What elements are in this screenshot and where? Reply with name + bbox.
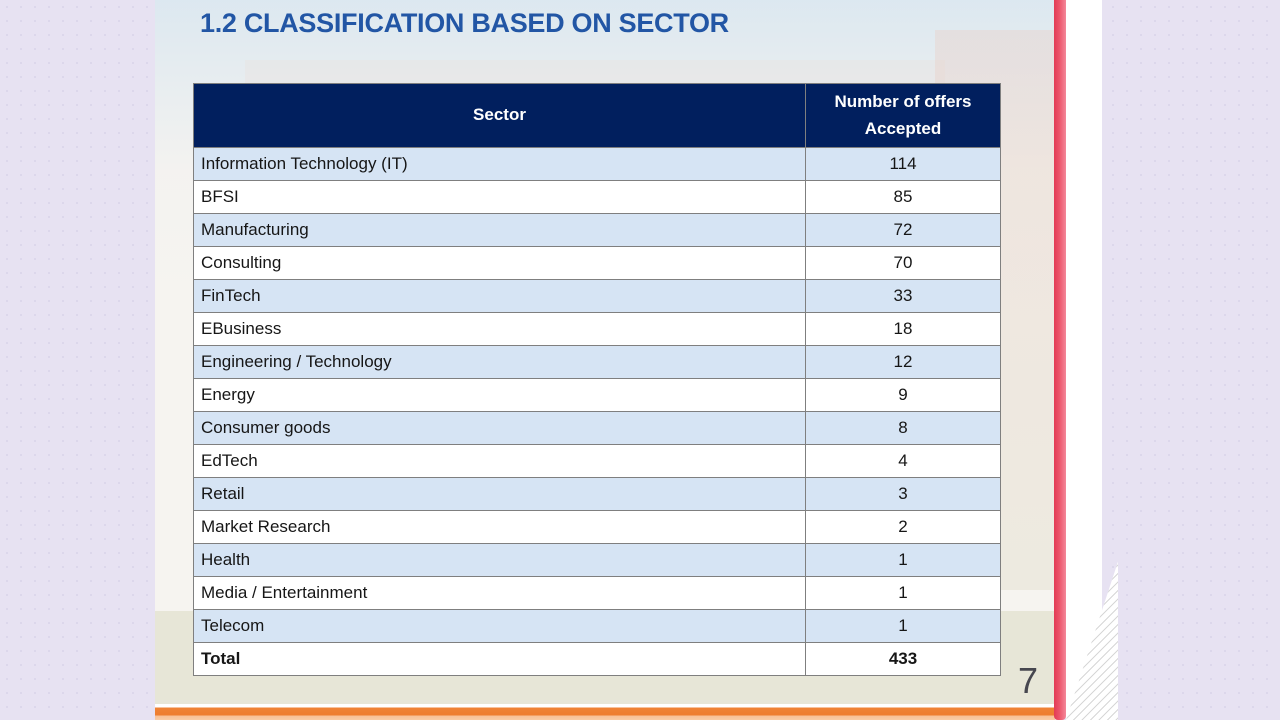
total-value: 433 (805, 642, 1001, 676)
offers-cell: 2 (805, 510, 1001, 544)
slide-page: 1.2 CLASSIFICATION BASED ON SECTOR Secto… (155, 0, 1055, 720)
total-label: Total (193, 642, 806, 676)
sector-cell: Media / Entertainment (193, 576, 806, 610)
offers-cell: 8 (805, 411, 1001, 445)
sector-cell: Retail (193, 477, 806, 511)
offers-cell: 3 (805, 477, 1001, 511)
table-row: Market Research 2 (193, 510, 1001, 544)
offers-cell: 9 (805, 378, 1001, 412)
sector-offers-table: Sector Number of offers Accepted Informa… (193, 83, 1001, 676)
right-margin-band (1066, 0, 1102, 720)
slide-right-accent-bar (1054, 0, 1066, 720)
table-row: Information Technology (IT) 114 (193, 147, 1001, 181)
offers-cell: 70 (805, 246, 1001, 280)
sector-cell: Consumer goods (193, 411, 806, 445)
sector-cell: Engineering / Technology (193, 345, 806, 379)
table-row: EdTech 4 (193, 444, 1001, 478)
table-total-row: Total 433 (193, 642, 1001, 676)
offers-cell: 33 (805, 279, 1001, 313)
offers-cell: 72 (805, 213, 1001, 247)
slide-bottom-accent-bar (155, 704, 1055, 720)
offers-cell: 85 (805, 180, 1001, 214)
sector-cell: EdTech (193, 444, 806, 478)
offers-cell: 114 (805, 147, 1001, 181)
table-row: Telecom 1 (193, 609, 1001, 643)
table-row: Retail 3 (193, 477, 1001, 511)
table-row: Health 1 (193, 543, 1001, 577)
table-row: FinTech 33 (193, 279, 1001, 313)
table-row: BFSI 85 (193, 180, 1001, 214)
page-number: 7 (1017, 660, 1039, 701)
sector-cell: BFSI (193, 180, 806, 214)
column-header-sector: Sector (193, 83, 806, 148)
offers-cell: 1 (805, 543, 1001, 577)
sector-cell: EBusiness (193, 312, 806, 346)
table-header-row: Sector Number of offers Accepted (193, 83, 1001, 148)
offers-cell: 4 (805, 444, 1001, 478)
sector-cell: Manufacturing (193, 213, 806, 247)
offers-cell: 12 (805, 345, 1001, 379)
table-row: Energy 9 (193, 378, 1001, 412)
sector-cell: FinTech (193, 279, 806, 313)
table-row: Consumer goods 8 (193, 411, 1001, 445)
offers-cell: 18 (805, 312, 1001, 346)
sector-cell: Health (193, 543, 806, 577)
table-row: Consulting 70 (193, 246, 1001, 280)
offers-cell: 1 (805, 609, 1001, 643)
sector-cell: Information Technology (IT) (193, 147, 806, 181)
sector-cell: Telecom (193, 609, 806, 643)
table-row: EBusiness 18 (193, 312, 1001, 346)
sector-cell: Energy (193, 378, 806, 412)
page-title: 1.2 CLASSIFICATION BASED ON SECTOR (200, 8, 729, 38)
sector-cell: Consulting (193, 246, 806, 280)
sector-cell: Market Research (193, 510, 806, 544)
offers-cell: 1 (805, 576, 1001, 610)
column-header-offers: Number of offers Accepted (805, 83, 1001, 148)
table-row: Manufacturing 72 (193, 213, 1001, 247)
table-body: Information Technology (IT) 114 BFSI 85 Manu… (193, 147, 1001, 643)
table-row: Media / Entertainment 1 (193, 576, 1001, 610)
table-row: Engineering / Technology 12 (193, 345, 1001, 379)
